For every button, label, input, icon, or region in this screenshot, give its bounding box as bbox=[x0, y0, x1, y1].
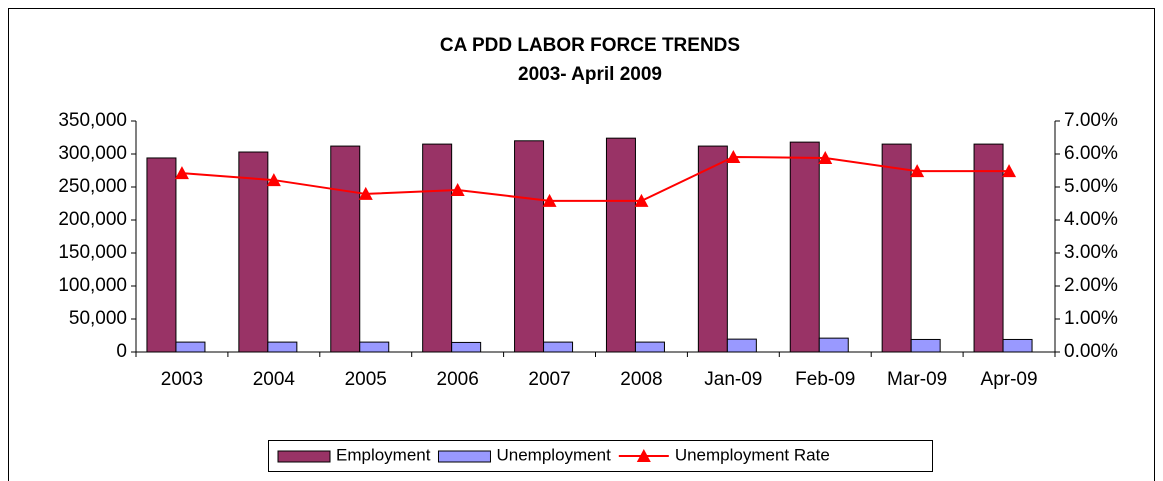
x-tick-label: 2003 bbox=[161, 369, 203, 390]
marker bbox=[726, 149, 741, 163]
y-tick-label: 100,000 bbox=[58, 275, 127, 296]
marker bbox=[910, 164, 925, 178]
bar bbox=[726, 338, 757, 353]
chart-title: CA PDD LABOR FORCE TRENDS bbox=[440, 35, 740, 56]
x-tick-label: 2007 bbox=[528, 369, 570, 390]
marker bbox=[358, 186, 373, 200]
bar bbox=[514, 140, 545, 353]
marker bbox=[542, 193, 557, 207]
marker bbox=[818, 150, 833, 164]
y2-tick-label: 0.00% bbox=[1064, 341, 1118, 362]
y-tick-label: 250,000 bbox=[58, 176, 127, 197]
x-tick-label: 2005 bbox=[345, 369, 387, 390]
legend-marker bbox=[636, 449, 651, 462]
y-tick-label: 200,000 bbox=[58, 209, 127, 230]
marker bbox=[174, 166, 189, 180]
y2-tick-label: 2.00% bbox=[1064, 275, 1118, 296]
legend-label: Employment bbox=[336, 445, 431, 464]
marker bbox=[450, 182, 465, 196]
bar bbox=[818, 337, 849, 353]
y-tick-label: 300,000 bbox=[58, 143, 127, 164]
x-tick-label: 2008 bbox=[620, 369, 662, 390]
y2-tick-label: 3.00% bbox=[1064, 242, 1118, 263]
chart-subtitle: 2003- April 2009 bbox=[518, 64, 662, 85]
y2-tick-label: 7.00% bbox=[1064, 110, 1118, 131]
legend-label: Unemployment Rate bbox=[675, 445, 830, 464]
bar bbox=[697, 145, 728, 353]
y2-tick-label: 5.00% bbox=[1064, 176, 1118, 197]
y2-tick-label: 6.00% bbox=[1064, 143, 1118, 164]
bar bbox=[1002, 338, 1033, 353]
marker bbox=[266, 173, 281, 187]
bar bbox=[605, 137, 636, 353]
x-tick-label: Apr-09 bbox=[981, 369, 1038, 390]
marker bbox=[634, 193, 649, 207]
bar bbox=[359, 341, 390, 353]
legend-swatch bbox=[277, 450, 331, 463]
y-tick-label: 150,000 bbox=[58, 242, 127, 263]
bar bbox=[451, 341, 482, 353]
bar bbox=[973, 143, 1004, 353]
legend-swatch bbox=[437, 450, 491, 463]
bar bbox=[146, 157, 177, 353]
y-tick-label: 350,000 bbox=[58, 110, 127, 131]
x-tick-label: 2006 bbox=[437, 369, 479, 390]
bar bbox=[175, 341, 206, 353]
line bbox=[181, 155, 1010, 202]
bar bbox=[881, 143, 912, 353]
bar bbox=[789, 141, 820, 353]
y2-tick-label: 1.00% bbox=[1064, 308, 1118, 329]
y-tick-label: 50,000 bbox=[69, 308, 127, 329]
y2-tick-label: 4.00% bbox=[1064, 209, 1118, 230]
x-tick-label: Feb-09 bbox=[795, 369, 855, 390]
bar bbox=[910, 338, 941, 353]
bar bbox=[267, 341, 298, 353]
y-tick-label: 0 bbox=[116, 341, 127, 362]
marker bbox=[1002, 164, 1017, 178]
x-tick-label: 2004 bbox=[253, 369, 296, 390]
bar bbox=[634, 341, 665, 353]
legend-label: Unemployment bbox=[496, 445, 611, 464]
bar bbox=[422, 143, 453, 353]
legend-box bbox=[268, 440, 933, 472]
bar bbox=[543, 341, 574, 353]
x-tick-label: Jan-09 bbox=[704, 369, 762, 390]
chart-border bbox=[8, 8, 1155, 481]
bar bbox=[238, 151, 269, 353]
bar bbox=[330, 145, 361, 353]
x-tick-label: Mar-09 bbox=[887, 369, 947, 390]
